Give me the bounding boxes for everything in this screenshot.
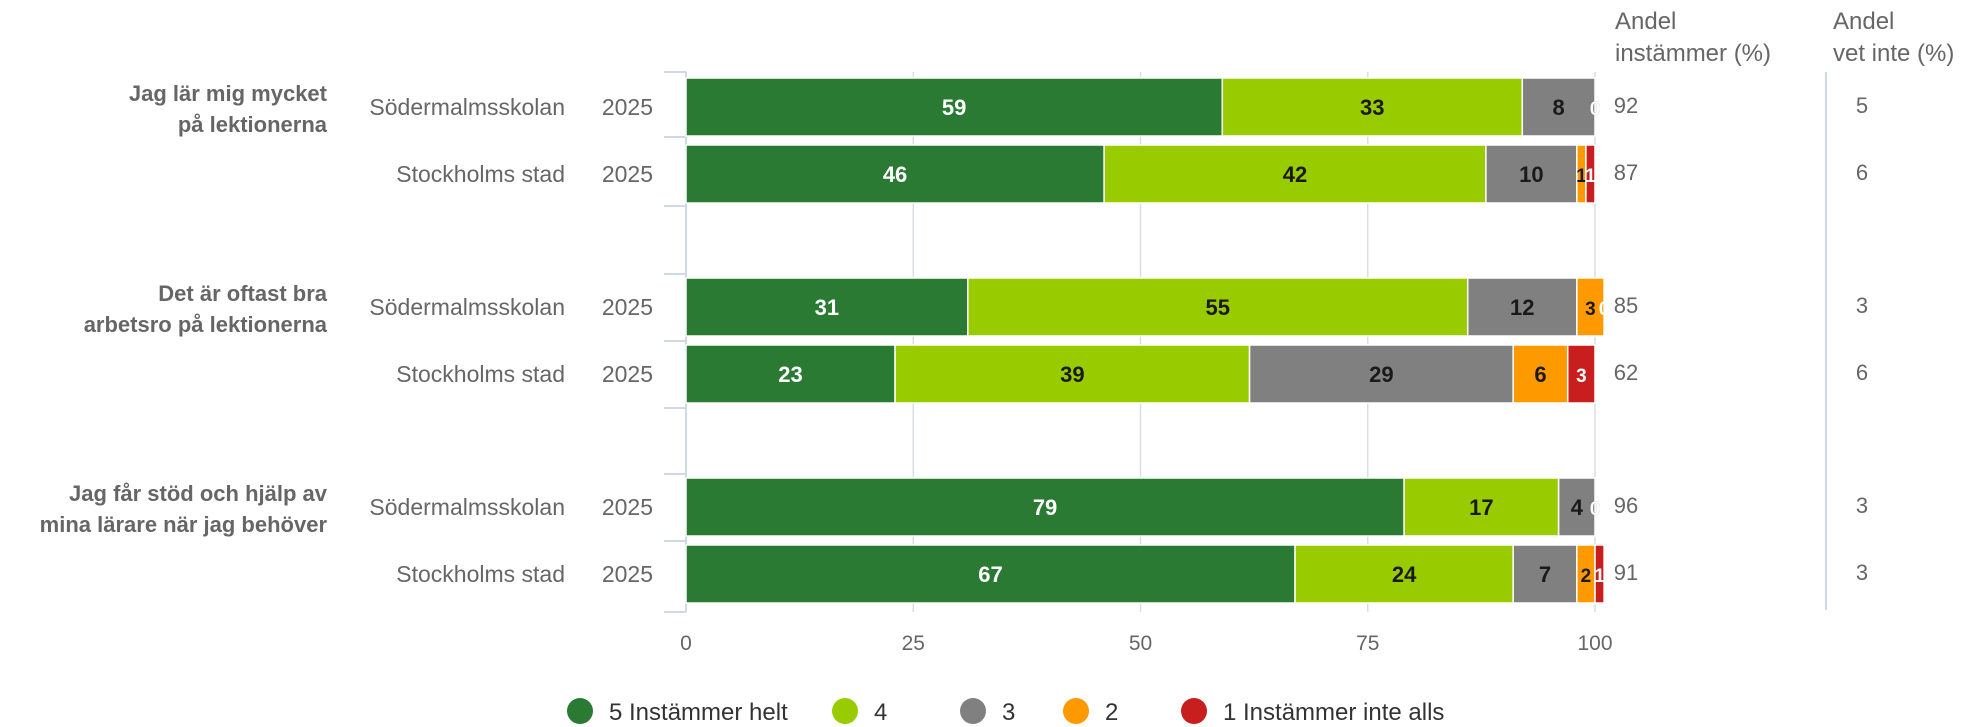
legend-label: 5 Instämmer helt <box>609 699 788 726</box>
row-label: Södermalmsskolan <box>369 494 565 520</box>
legend-swatch <box>1063 698 1089 724</box>
bar-segment <box>685 277 969 337</box>
data-label: 23 <box>778 362 802 387</box>
data-label: 0 <box>1590 99 1601 120</box>
data-label: 2 <box>1581 566 1592 587</box>
data-label: 7 <box>1539 562 1551 587</box>
question-label: Jag lär mig mycket <box>129 81 328 106</box>
data-label: 46 <box>883 162 907 187</box>
data-label: 1 <box>1585 166 1596 187</box>
row-year: 2025 <box>602 494 653 520</box>
bar-segment <box>1485 144 1578 204</box>
data-label: 8 <box>1553 95 1565 120</box>
row-year: 2025 <box>602 161 653 187</box>
data-label: 0 <box>1599 299 1610 320</box>
legend-label: 2 <box>1105 699 1118 726</box>
bar-segment <box>1557 477 1596 537</box>
data-label: 1 <box>1594 566 1605 587</box>
data-label: 17 <box>1469 495 1493 520</box>
bar-segment <box>1294 544 1514 604</box>
header-andel-instammer: Andel <box>1615 8 1676 35</box>
data-label: 4 <box>1571 495 1584 520</box>
data-label: 3 <box>1585 299 1596 320</box>
andel-vet-inte-value: 3 <box>1856 293 1868 318</box>
andel-instammer-value: 96 <box>1614 493 1638 518</box>
data-label: 42 <box>1283 162 1307 187</box>
data-label: 55 <box>1206 295 1230 320</box>
data-label: 31 <box>815 295 839 320</box>
andel-instammer-value: 62 <box>1614 360 1638 385</box>
data-label: 24 <box>1392 562 1417 587</box>
bar-segment <box>685 144 1105 204</box>
legend-swatch <box>832 698 858 724</box>
data-label: 1 <box>1576 166 1587 187</box>
data-label: 33 <box>1360 95 1384 120</box>
row-year: 2025 <box>602 361 653 387</box>
question-label: på lektionerna <box>178 112 328 137</box>
legend-swatch <box>1181 698 1207 724</box>
legend-label: 4 <box>874 699 887 726</box>
andel-vet-inte-value: 3 <box>1856 560 1868 585</box>
x-tick-label: 25 <box>902 632 925 655</box>
row-year: 2025 <box>602 294 653 320</box>
andel-instammer-value: 85 <box>1614 293 1638 318</box>
question-label: arbetsro på lektionerna <box>84 312 328 337</box>
row-label: Södermalmsskolan <box>369 94 565 120</box>
row-year: 2025 <box>602 94 653 120</box>
row-label: Stockholms stad <box>396 361 565 387</box>
row-label: Stockholms stad <box>396 161 565 187</box>
data-label: 6 <box>1534 362 1546 387</box>
bar-segment <box>967 277 1469 337</box>
data-label: 3 <box>1576 366 1587 387</box>
bar-segment <box>1585 144 1596 204</box>
data-label: 79 <box>1033 495 1057 520</box>
bar-segment <box>1512 344 1569 404</box>
bar-segment <box>1103 144 1487 204</box>
data-label: 0 <box>1590 499 1601 520</box>
andel-vet-inte-value: 6 <box>1856 360 1868 385</box>
data-label: 0 <box>1590 499 1601 520</box>
bar-segment <box>685 544 1296 604</box>
data-label: 12 <box>1510 295 1534 320</box>
data-label: 39 <box>1060 362 1084 387</box>
x-tick-label: 100 <box>1577 632 1612 655</box>
row-label: Stockholms stad <box>396 561 565 587</box>
legend-swatch <box>567 698 593 724</box>
legend-label: 1 Instämmer inte alls <box>1223 699 1444 726</box>
bar-segment <box>685 77 1224 137</box>
bar-segment <box>1521 77 1596 137</box>
x-tick-label: 0 <box>680 632 692 655</box>
bar-segment <box>1566 344 1596 404</box>
andel-instammer-value: 87 <box>1614 160 1638 185</box>
data-label: 67 <box>978 562 1002 587</box>
andel-vet-inte-value: 5 <box>1856 93 1868 118</box>
andel-instammer-value: 91 <box>1614 560 1638 585</box>
data-label: 10 <box>1519 162 1543 187</box>
bar-segment <box>685 344 896 404</box>
andel-instammer-value: 92 <box>1614 93 1638 118</box>
header-andel-instammer: instämmer (%) <box>1615 40 1771 67</box>
bar-segment <box>1466 277 1578 337</box>
header-andel-vet-inte: Andel <box>1833 8 1894 35</box>
andel-vet-inte-value: 3 <box>1856 493 1868 518</box>
bar-segment <box>1594 544 1605 604</box>
x-tick-label: 75 <box>1356 632 1379 655</box>
data-label: 0 <box>1590 99 1601 120</box>
question-label: mina lärare när jag behöver <box>40 512 328 537</box>
row-year: 2025 <box>602 561 653 587</box>
row-label: Södermalmsskolan <box>369 294 565 320</box>
data-label: 59 <box>942 95 966 120</box>
header-andel-vet-inte: vet inte (%) <box>1833 40 1954 67</box>
x-tick-label: 50 <box>1129 632 1152 655</box>
legend-label: 3 <box>1002 699 1015 726</box>
question-label: Det är oftast bra <box>158 281 327 306</box>
bar-segment <box>1576 277 1605 337</box>
question-label: Jag får stöd och hjälp av <box>69 481 328 506</box>
legend-swatch <box>960 698 986 724</box>
data-label: 29 <box>1369 362 1393 387</box>
andel-vet-inte-value: 6 <box>1856 160 1868 185</box>
